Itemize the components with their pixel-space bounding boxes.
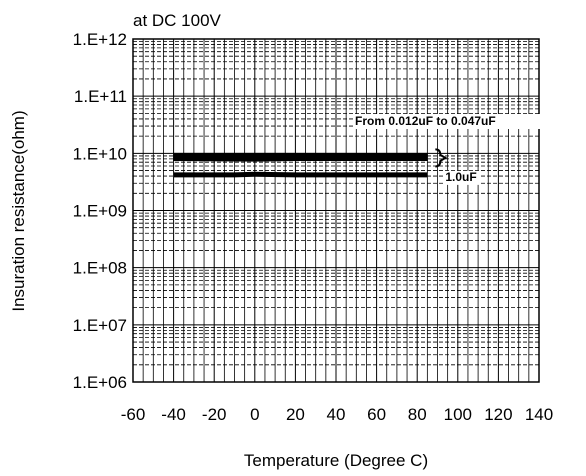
x-tick-label: 60 bbox=[367, 405, 386, 424]
y-axis-label: Insuration resistance(ohm) bbox=[9, 110, 28, 311]
y-tick-label: 1.E+07 bbox=[73, 316, 127, 335]
y-axis-tick-labels: 1.E+12 1.E+11 1.E+10 1.E+09 1.E+08 1.E+07 1.E+… bbox=[73, 30, 127, 392]
x-tick-label: 20 bbox=[286, 405, 305, 424]
annotation-label-1uF: 1.0uF bbox=[445, 170, 476, 184]
x-tick-label: 120 bbox=[484, 405, 512, 424]
y-tick-label: 1.E+12 bbox=[73, 30, 127, 49]
y-tick-label: 1.E+09 bbox=[73, 202, 127, 221]
x-tick-label: 40 bbox=[327, 405, 346, 424]
y-tick-label: 1.E+11 bbox=[74, 87, 127, 106]
x-axis-tick-labels: -60 -40 -20 0 20 40 60 80 100 120 140 bbox=[121, 405, 553, 424]
x-tick-label: -20 bbox=[202, 405, 227, 424]
x-axis-label: Temperature (Degree C) bbox=[244, 451, 428, 470]
y-tick-label: 1.E+08 bbox=[73, 259, 127, 278]
series-annotations: From 0.012uF to 0.047uF 1.0uF bbox=[353, 114, 541, 185]
annotation-background bbox=[443, 170, 480, 185]
x-tick-label: 140 bbox=[525, 405, 553, 424]
annotation-label-range: From 0.012uF to 0.047uF bbox=[355, 114, 496, 128]
x-tick-label: -40 bbox=[161, 405, 186, 424]
annotation-background bbox=[353, 114, 541, 129]
series-line-1-0uF bbox=[173, 171, 428, 178]
x-tick-label: 100 bbox=[444, 405, 472, 424]
y-tick-label: 1.E+06 bbox=[73, 373, 127, 392]
x-tick-label: 80 bbox=[408, 405, 427, 424]
series-band-0012-0047uF bbox=[173, 152, 428, 162]
chart-title: at DC 100V bbox=[133, 11, 222, 30]
x-tick-label: 0 bbox=[250, 405, 259, 424]
plot-frame bbox=[132, 38, 540, 383]
annotation-brace bbox=[435, 148, 448, 168]
x-tick-label: -60 bbox=[121, 405, 146, 424]
y-tick-label: 1.E+10 bbox=[73, 144, 127, 163]
series-layer bbox=[173, 152, 428, 178]
